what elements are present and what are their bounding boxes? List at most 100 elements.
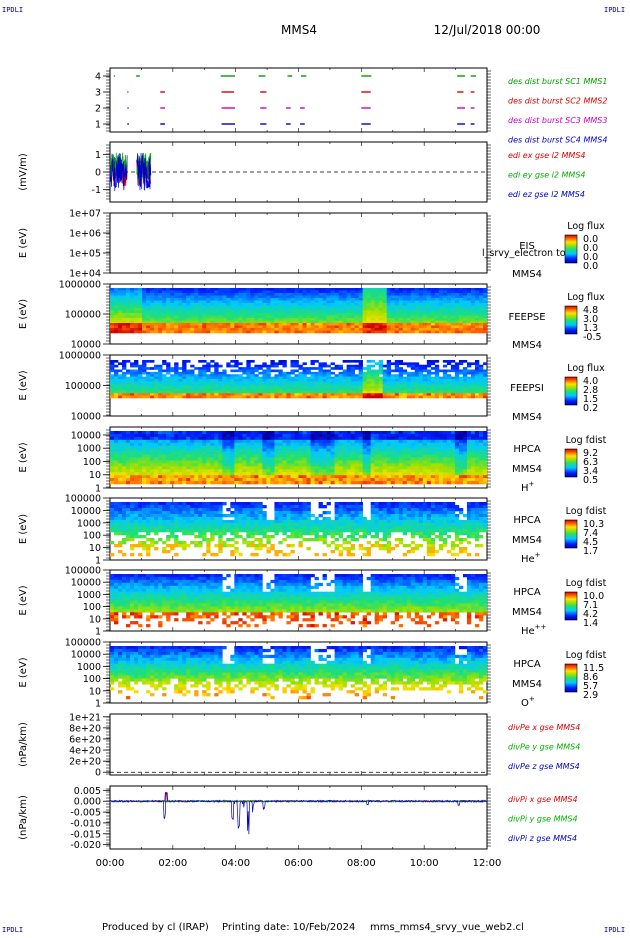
spectrogram-cell xyxy=(234,452,238,455)
spectrogram-cell xyxy=(246,328,250,331)
spectrogram-cell xyxy=(202,381,206,384)
spectrogram-cell xyxy=(146,466,150,469)
spectrogram-cell xyxy=(266,396,270,399)
spectrogram-cell xyxy=(351,303,355,306)
spectrogram-cell xyxy=(439,452,443,455)
spectrogram-cell xyxy=(270,472,274,475)
spectrogram-cell xyxy=(138,431,142,434)
spectrogram-cell xyxy=(315,293,319,296)
spectrogram-cell xyxy=(138,377,142,380)
spectrogram-cell xyxy=(367,386,371,389)
spectrogram-cell xyxy=(411,321,415,324)
spectrogram-cell xyxy=(158,318,162,321)
spectrogram-cell xyxy=(134,452,138,455)
spectrogram-cell xyxy=(210,303,214,306)
spectrogram-cell xyxy=(415,362,419,365)
spectrogram-cell xyxy=(399,455,403,458)
spectrogram-cell xyxy=(230,318,234,321)
spectrogram-cell xyxy=(166,377,170,380)
spectrogram-cell xyxy=(307,291,311,294)
spectrogram-cell xyxy=(190,481,194,484)
spectrogram-cell xyxy=(307,372,311,375)
spectrogram-cell xyxy=(282,296,286,299)
spectrogram-cell xyxy=(246,308,250,311)
spectrogram-cell xyxy=(118,469,122,472)
spectrogram-cell xyxy=(363,303,367,306)
spectrogram-cell xyxy=(290,434,294,437)
spectrogram-cell xyxy=(186,384,190,387)
spectrogram-cell xyxy=(170,296,174,299)
spectrogram-cell xyxy=(262,384,266,387)
spectrogram-cell xyxy=(142,291,146,294)
spectrogram-cell xyxy=(407,478,411,481)
spectrogram-cell xyxy=(130,460,134,463)
spectrogram-cell xyxy=(455,331,459,334)
spectrogram-cell xyxy=(399,389,403,392)
spectrogram-cell xyxy=(299,328,303,331)
spectrogram-cell xyxy=(323,377,327,380)
spectrogram-cell xyxy=(118,306,122,309)
corner-mark-bottom-left: IPDLI xyxy=(2,926,23,934)
spectrogram-cell xyxy=(282,478,286,481)
spectrogram-cell xyxy=(443,360,447,363)
spectrogram-cell xyxy=(146,331,150,334)
spectrogram-cell xyxy=(282,381,286,384)
spectrogram-cell xyxy=(186,316,190,319)
spectrogram-cell xyxy=(110,360,114,363)
spectrogram-cell xyxy=(114,323,118,326)
spectrogram-cell xyxy=(170,475,174,478)
spectrogram-cell xyxy=(315,396,319,399)
spectrogram-cell xyxy=(290,326,294,329)
spectrogram-cell xyxy=(166,458,170,461)
spectrogram-cell xyxy=(150,298,154,301)
spectrogram-cell xyxy=(210,321,214,324)
spectrogram-cell xyxy=(299,389,303,392)
spectrogram-cell xyxy=(290,296,294,299)
spectrogram-cell xyxy=(170,481,174,484)
spectrogram-cell xyxy=(443,318,447,321)
spectrogram-cell xyxy=(230,381,234,384)
spectrogram-cell xyxy=(355,446,359,449)
spectrogram-cell xyxy=(266,478,270,481)
spectrogram-cell xyxy=(363,291,367,294)
spectrogram-cell xyxy=(206,472,210,475)
spectrogram-cell xyxy=(471,306,475,309)
spectrogram-cell xyxy=(182,384,186,387)
spectrogram-cell xyxy=(230,458,234,461)
spectrogram-cell xyxy=(463,396,467,399)
spectrogram-cell xyxy=(387,384,391,387)
spectrogram-cell xyxy=(395,481,399,484)
spectrogram-cell xyxy=(278,386,282,389)
spectrogram-cell xyxy=(118,303,122,306)
spectrogram-cell xyxy=(319,431,323,434)
spectrogram-cell xyxy=(299,396,303,399)
y-tick-label: 4 xyxy=(95,72,101,83)
spectrogram-cell xyxy=(294,434,298,437)
spectrogram-cell xyxy=(246,313,250,316)
spectrogram-cell xyxy=(126,308,130,311)
spectrogram-cell xyxy=(114,391,118,394)
spectrogram-cell xyxy=(178,379,182,382)
spectrogram-cell xyxy=(359,446,363,449)
spectrogram-cell xyxy=(379,460,383,463)
spectrogram-cell xyxy=(339,396,343,399)
spectrogram-cell xyxy=(359,298,363,301)
spectrogram-cell xyxy=(443,306,447,309)
spectrogram-cell xyxy=(226,393,230,396)
spectrogram-cell xyxy=(126,301,130,304)
spectrogram-cell xyxy=(439,381,443,384)
spectrogram-cell xyxy=(331,326,335,329)
spectrogram-cell xyxy=(343,316,347,319)
spectrogram-cell xyxy=(222,443,226,446)
spectrogram-cell xyxy=(162,472,166,475)
spectrogram-cell xyxy=(347,379,351,382)
spectrogram-cell xyxy=(182,389,186,392)
spectrogram-cell xyxy=(407,365,411,368)
spectrogram-cell xyxy=(190,381,194,384)
spectrogram-cell xyxy=(278,460,282,463)
spectrogram-cell xyxy=(242,475,246,478)
spectrogram-cell xyxy=(387,449,391,452)
spectrogram-cell xyxy=(198,463,202,466)
spectrogram-cell xyxy=(134,362,138,365)
spectrogram-cell xyxy=(218,472,222,475)
